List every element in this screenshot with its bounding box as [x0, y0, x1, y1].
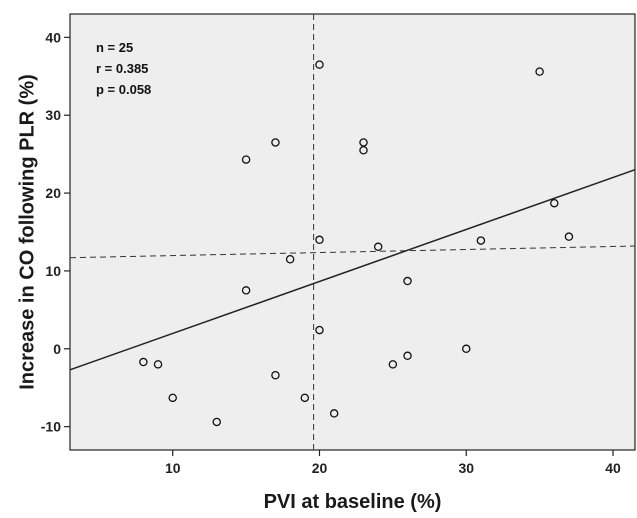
horizontal-reference-line [69, 245, 636, 259]
y-tick-label: 20 [45, 185, 61, 201]
data-point [168, 393, 177, 403]
x-tick-label: 20 [312, 460, 328, 476]
x-tick-label: 30 [458, 460, 474, 476]
y-tick-label: 40 [45, 29, 61, 45]
data-point [315, 60, 324, 69]
y-tick-label: 10 [45, 263, 61, 279]
data-point [271, 371, 280, 380]
data-point [476, 236, 486, 245]
y-axis-title: Increase in CO following PLR (%) [16, 74, 38, 390]
data-point [241, 155, 251, 164]
data-point [212, 417, 222, 427]
x-axis-title: PVI at baseline (%) [264, 491, 442, 513]
data-points [139, 60, 574, 427]
x-tick-label: 10 [165, 460, 181, 476]
y-axis: -10 0 10 20 30 40 [41, 29, 70, 435]
data-point [271, 138, 280, 147]
data-point [550, 198, 559, 208]
data-point [241, 286, 251, 295]
y-tick-label: 30 [45, 107, 61, 123]
data-point [388, 360, 398, 369]
y-tick-label: -10 [41, 419, 61, 435]
statistics-annotation: n = 25 r = 0.385 p = 0.058 [96, 40, 151, 97]
data-point [153, 360, 163, 369]
x-tick-label: 40 [605, 460, 621, 476]
stat-line: n = 25 [96, 40, 133, 55]
stat-line: r = 0.385 [96, 61, 148, 76]
data-point [461, 344, 471, 354]
data-point [315, 235, 324, 245]
y-tick-label: 0 [53, 341, 61, 357]
data-point [535, 67, 544, 76]
data-point [403, 276, 412, 286]
data-point [300, 393, 310, 403]
data-point [564, 232, 574, 241]
data-point [403, 351, 412, 361]
x-axis: 10 20 30 40 [165, 450, 621, 476]
regression-line [69, 169, 636, 371]
data-point [139, 357, 148, 367]
data-point [315, 325, 324, 335]
data-point [359, 145, 368, 155]
data-point [373, 242, 383, 252]
data-point [329, 409, 339, 418]
stat-line: p = 0.058 [96, 82, 151, 97]
plot-area [69, 13, 636, 451]
data-point [285, 254, 295, 264]
